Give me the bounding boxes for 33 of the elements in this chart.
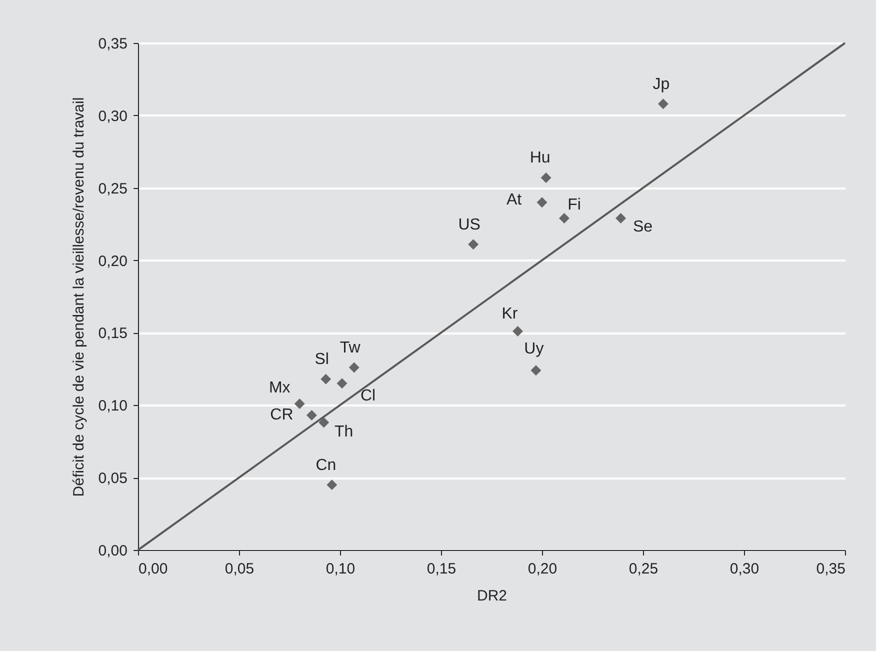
annotation: At (506, 191, 522, 208)
annotation: Fi (568, 196, 581, 214)
annotation: Kr (502, 305, 518, 322)
y-axis-title: Déficit de cycle de vie pendant la vieillesse/revenu du travail (70, 97, 88, 497)
x-tick-label: 0,10 (326, 560, 356, 578)
x-tick-label: 0,30 (730, 560, 760, 578)
annotation: Mx (268, 380, 290, 397)
annotation: Cn (316, 456, 336, 474)
annotation: Tw (340, 339, 361, 356)
y-tick-label: 0,35 (98, 36, 128, 52)
y-tick-label: 0,15 (98, 325, 128, 342)
annotation: Se (632, 218, 653, 236)
annotation: Th (334, 424, 354, 441)
x-tick-label: 0,20 (528, 560, 558, 578)
x-tick-label: 0,05 (224, 560, 254, 578)
annotation: Uy (524, 340, 544, 358)
x-tick-label: 0,35 (816, 560, 846, 578)
y-tick-label: 0,25 (98, 180, 128, 198)
x-tick-label: 0,15 (426, 560, 456, 578)
annotation: Hu (530, 150, 550, 167)
annotation: US (458, 216, 480, 234)
y-tick-label: 0,00 (98, 542, 128, 560)
y-tick-label: 0,05 (98, 470, 128, 488)
annotation: Sl (314, 351, 329, 368)
annotation: Jp (652, 76, 670, 93)
x-tick-label: 0,25 (628, 560, 658, 578)
x-axis-title: DR2 (476, 588, 508, 604)
annotation: CR (270, 406, 294, 424)
x-tick-label: 0,00 (138, 560, 168, 578)
y-tick-label: 0,10 (98, 398, 128, 415)
annotation: Cl (360, 387, 376, 404)
y-tick-label: 0,20 (98, 252, 128, 270)
y-tick-label: 0,30 (98, 108, 128, 125)
